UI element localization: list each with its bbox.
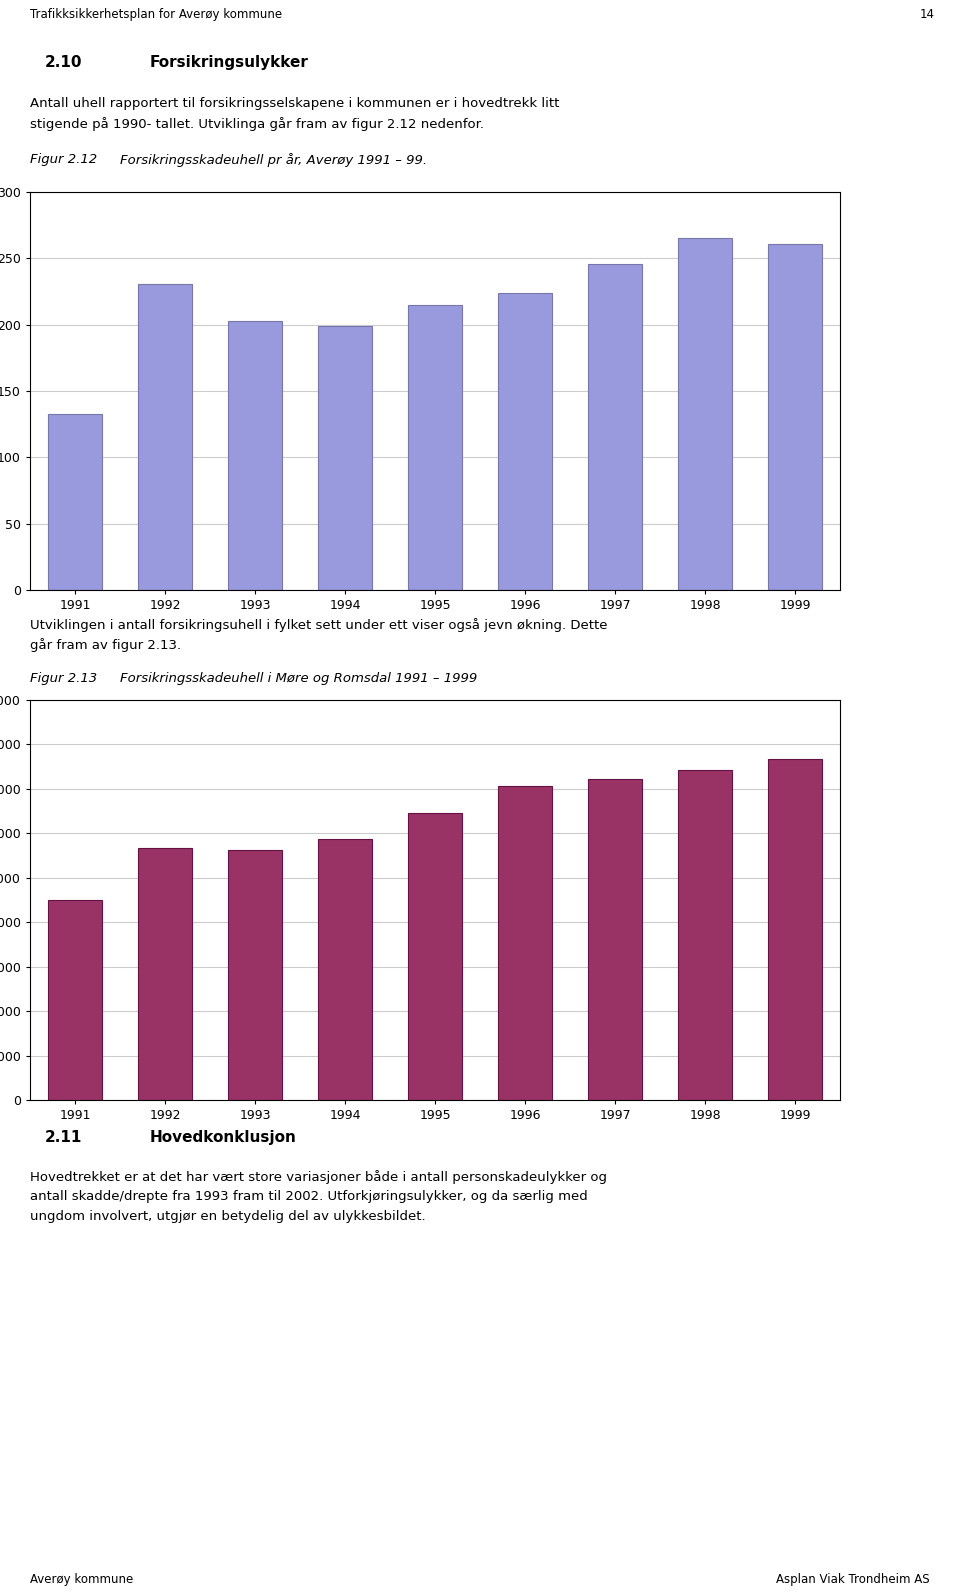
Bar — [408, 304, 462, 589]
Bar — [498, 293, 552, 589]
Text: Asplan Viak Trondheim AS: Asplan Viak Trondheim AS — [777, 1572, 930, 1587]
Bar — [228, 320, 282, 589]
Text: Utviklingen i antall forsikringsuhell i fylket sett under ett viser også jevn øk: Utviklingen i antall forsikringsuhell i … — [30, 618, 608, 632]
Bar — [768, 244, 822, 589]
Bar — [588, 779, 642, 1101]
Text: 2.11: 2.11 — [45, 1129, 83, 1145]
Bar — [318, 840, 372, 1101]
Bar — [138, 284, 192, 589]
Bar — [48, 900, 102, 1101]
Bar — [498, 785, 552, 1101]
Text: Figur 2.12: Figur 2.12 — [30, 153, 97, 166]
Text: ungdom involvert, utgjør en betydelig del av ulykkesbildet.: ungdom involvert, utgjør en betydelig de… — [30, 1211, 425, 1223]
Text: Forsikringsskadeuhell i Møre og Romsdal 1991 – 1999: Forsikringsskadeuhell i Møre og Romsdal … — [120, 672, 477, 685]
Text: går fram av figur 2.13.: går fram av figur 2.13. — [30, 639, 181, 652]
Text: Antall uhell rapportert til forsikringsselskapene i kommunen er i hovedtrekk lit: Antall uhell rapportert til forsikringss… — [30, 97, 560, 110]
Text: stigende på 1990- tallet. Utviklinga går fram av figur 2.12 nedenfor.: stigende på 1990- tallet. Utviklinga går… — [30, 116, 484, 131]
Text: Trafikksikkerhetsplan for Averøy kommune: Trafikksikkerhetsplan for Averøy kommune — [30, 8, 282, 21]
Text: Figur 2.13: Figur 2.13 — [30, 672, 97, 685]
Bar — [678, 769, 732, 1101]
Bar — [138, 847, 192, 1101]
Bar — [318, 327, 372, 589]
Bar — [228, 851, 282, 1101]
Bar — [48, 414, 102, 589]
Bar — [588, 263, 642, 589]
Bar — [678, 239, 732, 589]
Text: 2.10: 2.10 — [45, 56, 83, 70]
Text: 14: 14 — [920, 8, 935, 21]
Text: Hovedtrekket er at det har vært store variasjoner både i antall personskadeulykk: Hovedtrekket er at det har vært store va… — [30, 1169, 607, 1184]
Text: Forsikringsulykker: Forsikringsulykker — [150, 56, 309, 70]
Bar — [408, 814, 462, 1101]
Text: Forsikringsskadeuhell pr år, Averøy 1991 – 99.: Forsikringsskadeuhell pr år, Averøy 1991… — [120, 153, 427, 167]
Text: Averøy kommune: Averøy kommune — [30, 1572, 133, 1587]
Text: Hovedkonklusjon: Hovedkonklusjon — [150, 1129, 297, 1145]
Bar — [768, 758, 822, 1101]
Text: antall skadde/drepte fra 1993 fram til 2002. Utforkjøringsulykker, og da særlig : antall skadde/drepte fra 1993 fram til 2… — [30, 1190, 588, 1203]
